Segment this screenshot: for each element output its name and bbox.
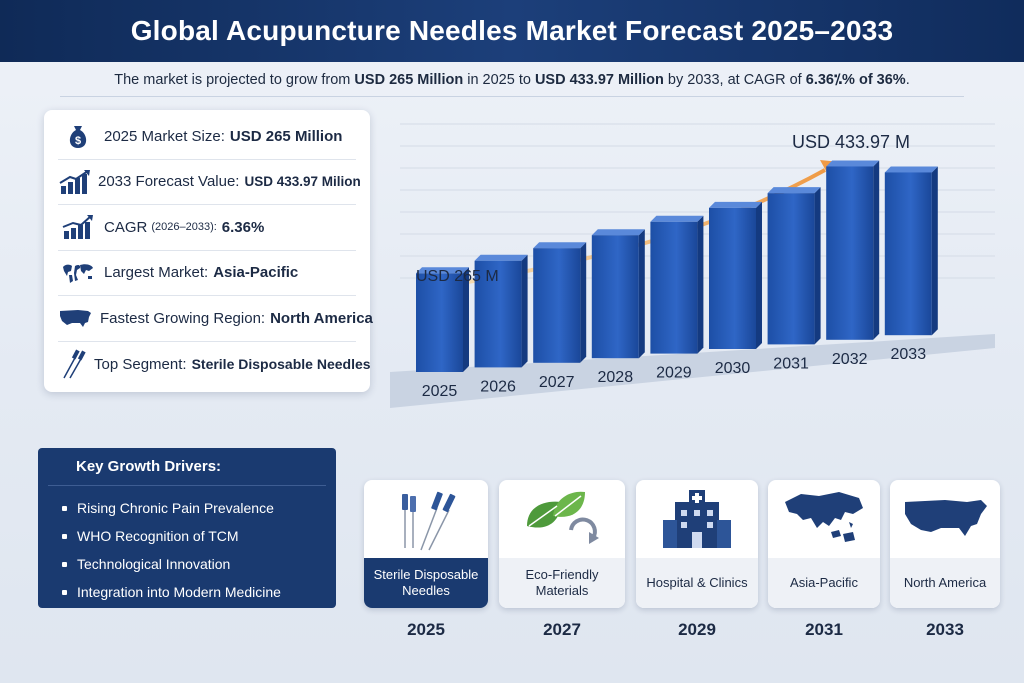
x-tick-label: 2029	[656, 365, 692, 382]
subtitle-cagr-value: 6.36⁒% of 36%	[805, 72, 906, 88]
stat-label: 2025 Market Size:	[104, 127, 225, 145]
stat-label: Largest Market:	[104, 264, 209, 282]
bar-2025	[416, 267, 469, 372]
bar-2029	[650, 215, 704, 354]
segment-cards: Sterile Disposable Needles 2025 Eco-Frie…	[0, 480, 1024, 650]
chart-bars	[416, 160, 938, 372]
x-tick-label: 2027	[539, 374, 575, 391]
card-label: Eco-Friendly Materials	[499, 558, 625, 608]
bullet-icon	[62, 561, 67, 567]
stat-value: Asia-Pacific	[213, 264, 299, 282]
annotation-start: USD 265 M	[416, 268, 499, 285]
cagr-chart-icon	[58, 211, 98, 243]
bar-2030	[709, 201, 762, 349]
card-north-america: North America	[890, 480, 1000, 608]
driver-label: Technological Innovation	[77, 556, 231, 572]
card-label: Asia-Pacific	[768, 558, 880, 608]
card-label: North America	[890, 558, 1000, 608]
subtitle-text-3: by 2033, at CAGR of	[663, 72, 806, 88]
stat-value: North America	[270, 309, 373, 327]
annotation-end: USD 433.97 M	[792, 132, 910, 152]
north-america-map-icon	[890, 480, 1000, 558]
bullet-icon	[62, 533, 67, 539]
x-tick-label: 2030	[715, 360, 751, 377]
hospital-icon	[636, 480, 758, 558]
stat-cagr: CAGR (2026–2033): 6.36%	[58, 205, 356, 251]
card-year: 2027	[543, 620, 581, 639]
bar-2033	[884, 166, 938, 336]
card-eco-materials: Eco-Friendly Materials	[499, 480, 625, 608]
bar-2031	[767, 187, 821, 345]
bar-2026	[474, 254, 528, 368]
asia-map-icon	[768, 480, 880, 558]
chart-x-labels: 2025 2026 2027 2028 2029 2030 2031 2032 2033	[422, 346, 926, 400]
card-asia-pacific: Asia-Pacific	[768, 480, 880, 608]
subtitle-text-1: The market is projected to grow from	[114, 72, 355, 88]
x-tick-label: 2028	[598, 369, 634, 386]
subtitle-end-value: USD 433.97 Million	[534, 72, 664, 88]
key-stats-panel: $ 2025 Market Size: USD 265 Million 2033…	[44, 110, 373, 392]
card-sterile-needles: Sterile Disposable Needles	[364, 480, 488, 608]
growth-drivers-panel: Key Growth Drivers: Rising Chronic Pain …	[38, 448, 336, 608]
subtitle-text-2: in 2025 to	[463, 72, 535, 88]
card-year: 2031	[805, 620, 843, 639]
usa-map-icon	[58, 302, 94, 334]
stat-label: CAGR	[104, 218, 148, 236]
x-tick-label: 2031	[773, 355, 809, 372]
x-tick-label: 2033	[891, 346, 927, 363]
driver-label: Integration into Modern Medicine	[77, 584, 281, 600]
world-map-icon	[58, 257, 98, 289]
bar-2032	[826, 160, 880, 340]
stat-market-size: $ 2025 Market Size: USD 265 Million	[58, 114, 356, 160]
x-tick-label: 2026	[480, 378, 516, 395]
stat-value: Sterile Disposable Needles	[191, 356, 371, 373]
subtitle-text-4: .	[905, 72, 910, 88]
stat-label: 2033 Forecast Value:	[98, 173, 240, 191]
drivers-title: Key Growth Drivers:	[76, 458, 222, 475]
needles-icon	[364, 480, 488, 558]
card-hospital-clinics: Hospital & Clinics	[636, 480, 758, 608]
leaf-recycle-icon	[499, 480, 625, 558]
stat-value: USD 265 Million	[229, 127, 343, 145]
growth-chart-icon	[58, 166, 92, 198]
driver-item: Technological Innovation	[62, 550, 336, 578]
subtitle: The market is projected to grow from USD…	[0, 72, 1024, 88]
stat-forecast-value: 2033 Forecast Value: USD 433.97 Milion	[58, 160, 361, 205]
driver-item: Rising Chronic Pain Prevalence	[62, 494, 336, 522]
divider	[60, 96, 964, 97]
bullet-icon	[62, 505, 67, 511]
money-bag-icon: $	[58, 120, 98, 152]
page-title: Global Acupuncture Needles Market Foreca…	[130, 15, 894, 46]
stat-top-segment: Top Segment: Sterile Disposable Needles	[58, 342, 371, 388]
card-label: Hospital & Clinics	[636, 558, 758, 608]
stat-value: 6.36%	[221, 218, 265, 236]
svg-text:$: $	[75, 135, 81, 147]
card-label: Sterile Disposable Needles	[364, 558, 488, 608]
card-year: 2029	[678, 620, 716, 639]
driver-label: WHO Recognition of TCM	[77, 528, 239, 544]
x-tick-label: 2025	[422, 383, 458, 400]
driver-item: Integration into Modern Medicine	[62, 578, 336, 606]
chart-base-platform	[390, 334, 995, 408]
needles-icon	[58, 348, 88, 380]
stat-sublabel: (2026–2033):	[151, 221, 217, 234]
card-year: 2033	[926, 620, 964, 639]
header-banner: Global Acupuncture Needles Market Foreca…	[0, 0, 1024, 62]
stat-label: Fastest Growing Region:	[100, 309, 266, 327]
stat-value: USD 433.97 Milion	[244, 174, 361, 190]
forecast-bar-chart: 2025 2026 2027 2028 2029 2030 2031 2032 2033 USD…	[390, 123, 995, 408]
stat-fastest-region: Fastest Growing Region: North America	[58, 296, 373, 342]
bar-2027	[533, 242, 587, 363]
driver-label: Rising Chronic Pain Prevalence	[77, 500, 274, 516]
bullet-icon	[62, 589, 67, 595]
card-year: 2025	[407, 620, 445, 639]
driver-item: WHO Recognition of TCM	[62, 522, 336, 550]
bar-2028	[591, 229, 645, 359]
drivers-divider	[48, 485, 326, 486]
stat-label: Top Segment:	[94, 355, 187, 373]
x-tick-label: 2032	[832, 351, 868, 368]
stat-largest-market: Largest Market: Asia-Pacific	[58, 251, 356, 296]
subtitle-start-value: USD 265 Million	[354, 72, 464, 88]
